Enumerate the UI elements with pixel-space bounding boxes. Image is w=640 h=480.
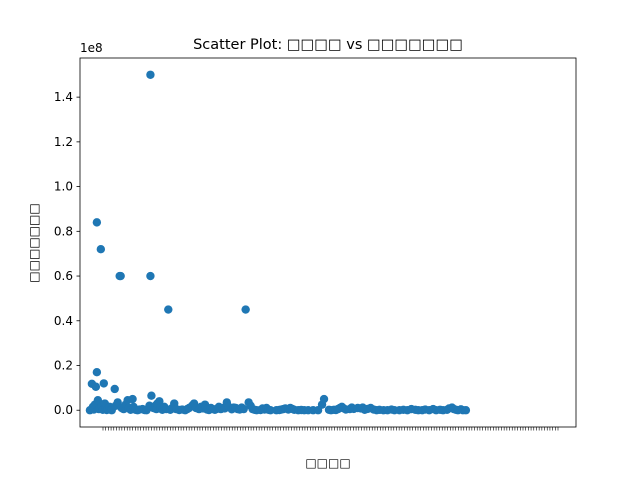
scatter-point — [96, 245, 106, 254]
scatter-point — [319, 394, 329, 404]
scatter-point — [266, 406, 275, 415]
scatter-point — [155, 397, 164, 406]
y-tick-label: 0.6 — [54, 269, 73, 283]
y-tick-label: 1.4 — [54, 90, 73, 104]
y-tick-label: 1.0 — [54, 180, 73, 194]
y-axis-label: □□□□□□□ — [27, 203, 41, 282]
scatter-point — [146, 70, 155, 79]
scatter-point — [164, 305, 173, 314]
scatter-point — [116, 271, 125, 281]
scatter-point — [239, 404, 248, 414]
scatter-point — [241, 305, 250, 314]
chart-title: Scatter Plot: □□□□ vs □□□□□□□ — [193, 37, 463, 53]
y-tick-label: 0.8 — [54, 224, 73, 238]
scatter-point — [92, 368, 102, 377]
scatter-point — [91, 382, 101, 391]
x-axis-ticks — [102, 427, 559, 431]
y-tick-label: 0.4 — [54, 314, 73, 328]
scatter-point — [99, 379, 109, 388]
y-axis-ticks: 0.0 0.2 0.4 0.6 0.8 1.0 1.2 1.4 — [54, 90, 80, 417]
x-axis-label: □□□□ — [305, 456, 350, 470]
y-tick-label: 0.2 — [54, 359, 73, 373]
scatter-point — [461, 406, 471, 415]
scatter-point — [128, 394, 137, 404]
scatter-point — [92, 218, 102, 227]
y-tick-label: 1.2 — [54, 135, 73, 149]
scatter-points — [85, 70, 471, 415]
plot-frame — [79, 57, 577, 428]
scatter-point — [110, 384, 119, 394]
y-offset-label: 1e8 — [80, 41, 103, 55]
scatter-point — [146, 271, 155, 281]
y-tick-label: 0.0 — [54, 403, 73, 417]
scatter-point — [147, 391, 156, 400]
